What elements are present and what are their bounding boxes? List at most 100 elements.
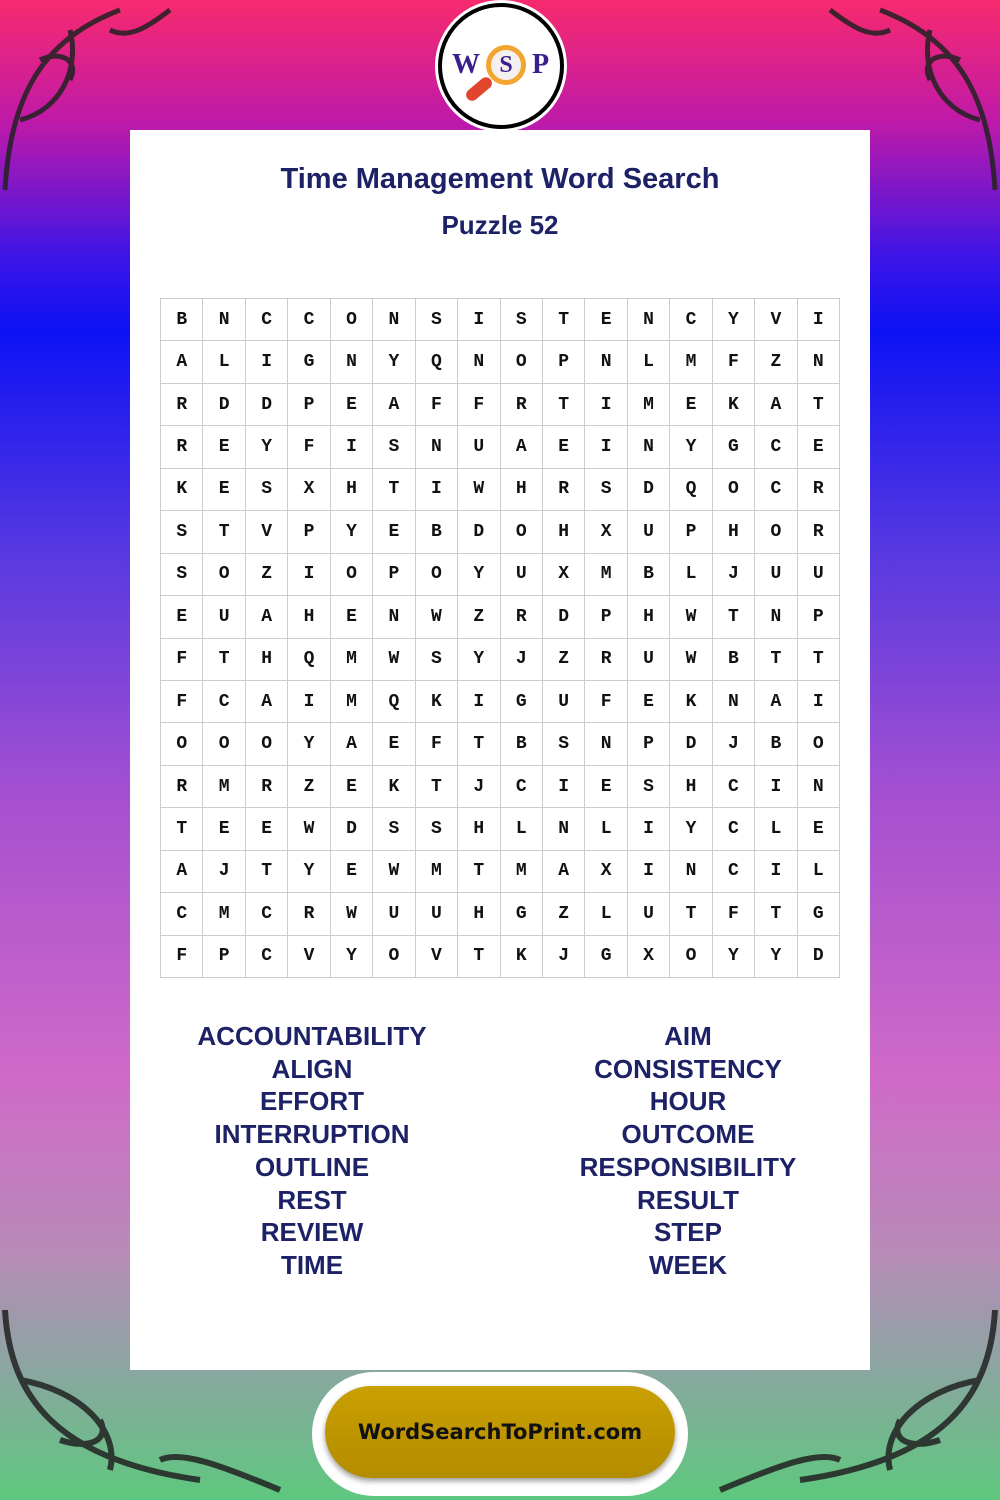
grid-cell[interactable]: A bbox=[542, 850, 586, 894]
grid-cell[interactable]: U bbox=[542, 680, 586, 724]
grid-cell[interactable]: I bbox=[585, 426, 628, 469]
grid-cell[interactable]: Y bbox=[458, 638, 501, 681]
grid-cell[interactable]: U bbox=[755, 553, 798, 597]
grid-cell[interactable]: V bbox=[755, 299, 798, 342]
grid-cell[interactable]: S bbox=[415, 299, 459, 342]
grid-cell[interactable]: A bbox=[245, 596, 289, 639]
grid-cell[interactable]: I bbox=[627, 808, 671, 851]
grid-cell[interactable]: E bbox=[797, 426, 840, 469]
grid-cell[interactable]: D bbox=[627, 468, 671, 512]
grid-cell[interactable]: B bbox=[161, 299, 204, 342]
grid-cell[interactable]: O bbox=[712, 468, 756, 512]
grid-cell[interactable]: Y bbox=[373, 341, 416, 384]
grid-cell[interactable]: T bbox=[203, 511, 246, 554]
grid-cell[interactable]: S bbox=[161, 511, 204, 554]
grid-cell[interactable]: S bbox=[415, 638, 459, 681]
grid-cell[interactable]: O bbox=[670, 935, 713, 978]
grid-cell[interactable]: E bbox=[542, 426, 586, 469]
grid-cell[interactable]: P bbox=[542, 341, 586, 384]
grid-cell[interactable]: L bbox=[500, 808, 543, 851]
grid-cell[interactable]: I bbox=[458, 680, 501, 724]
grid-cell[interactable]: M bbox=[670, 341, 713, 384]
grid-cell[interactable]: R bbox=[245, 765, 289, 809]
grid-cell[interactable]: C bbox=[203, 680, 246, 724]
grid-cell[interactable]: F bbox=[161, 638, 204, 681]
grid-cell[interactable]: G bbox=[797, 893, 840, 936]
grid-cell[interactable]: N bbox=[373, 596, 416, 639]
grid-cell[interactable]: I bbox=[755, 765, 798, 809]
grid-cell[interactable]: E bbox=[627, 680, 671, 724]
grid-cell[interactable]: M bbox=[415, 850, 459, 894]
grid-cell[interactable]: N bbox=[627, 426, 671, 469]
grid-cell[interactable]: K bbox=[712, 383, 756, 427]
grid-cell[interactable]: E bbox=[585, 765, 628, 809]
grid-cell[interactable]: C bbox=[712, 808, 756, 851]
grid-cell[interactable]: G bbox=[585, 935, 628, 978]
grid-cell[interactable]: B bbox=[415, 511, 459, 554]
grid-cell[interactable]: J bbox=[458, 765, 501, 809]
grid-cell[interactable]: E bbox=[330, 765, 374, 809]
grid-cell[interactable]: U bbox=[203, 596, 246, 639]
grid-cell[interactable]: B bbox=[755, 723, 798, 766]
grid-cell[interactable]: D bbox=[542, 596, 586, 639]
grid-cell[interactable]: C bbox=[288, 299, 331, 342]
grid-cell[interactable]: I bbox=[330, 426, 374, 469]
grid-cell[interactable]: R bbox=[797, 511, 840, 554]
grid-cell[interactable]: Y bbox=[330, 935, 374, 978]
grid-cell[interactable]: S bbox=[585, 468, 628, 512]
grid-cell[interactable]: H bbox=[245, 638, 289, 681]
grid-cell[interactable]: M bbox=[330, 680, 374, 724]
grid-cell[interactable]: T bbox=[203, 638, 246, 681]
grid-cell[interactable]: Q bbox=[415, 341, 459, 384]
grid-cell[interactable]: Z bbox=[542, 638, 586, 681]
grid-cell[interactable]: Y bbox=[288, 850, 331, 894]
grid-cell[interactable]: P bbox=[288, 511, 331, 554]
grid-cell[interactable]: A bbox=[373, 383, 416, 427]
grid-cell[interactable]: O bbox=[161, 723, 204, 766]
grid-cell[interactable]: Y bbox=[245, 426, 289, 469]
grid-cell[interactable]: P bbox=[373, 553, 416, 597]
grid-cell[interactable]: S bbox=[500, 299, 543, 342]
grid-cell[interactable]: N bbox=[330, 341, 374, 384]
grid-cell[interactable]: I bbox=[755, 850, 798, 894]
grid-cell[interactable]: W bbox=[415, 596, 459, 639]
grid-cell[interactable]: F bbox=[161, 680, 204, 724]
grid-cell[interactable]: S bbox=[373, 808, 416, 851]
grid-cell[interactable]: H bbox=[542, 511, 586, 554]
grid-cell[interactable]: U bbox=[458, 426, 501, 469]
grid-cell[interactable]: R bbox=[500, 383, 543, 427]
grid-cell[interactable]: S bbox=[373, 426, 416, 469]
grid-cell[interactable]: F bbox=[585, 680, 628, 724]
grid-cell[interactable]: M bbox=[627, 383, 671, 427]
grid-cell[interactable]: T bbox=[458, 935, 501, 978]
grid-cell[interactable]: E bbox=[203, 426, 246, 469]
grid-cell[interactable]: R bbox=[288, 893, 331, 936]
grid-cell[interactable]: H bbox=[330, 468, 374, 512]
grid-cell[interactable]: Z bbox=[458, 596, 501, 639]
grid-cell[interactable]: S bbox=[627, 765, 671, 809]
grid-cell[interactable]: F bbox=[415, 723, 459, 766]
grid-cell[interactable]: V bbox=[415, 935, 459, 978]
grid-cell[interactable]: Z bbox=[755, 341, 798, 384]
grid-cell[interactable]: T bbox=[797, 638, 840, 681]
grid-cell[interactable]: C bbox=[245, 299, 289, 342]
grid-cell[interactable]: N bbox=[670, 850, 713, 894]
grid-cell[interactable]: E bbox=[330, 850, 374, 894]
grid-cell[interactable]: F bbox=[458, 383, 501, 427]
grid-cell[interactable]: F bbox=[288, 426, 331, 469]
grid-cell[interactable]: A bbox=[330, 723, 374, 766]
grid-cell[interactable]: U bbox=[500, 553, 543, 597]
grid-cell[interactable]: O bbox=[245, 723, 289, 766]
grid-cell[interactable]: Y bbox=[670, 808, 713, 851]
grid-cell[interactable]: M bbox=[203, 765, 246, 809]
grid-cell[interactable]: X bbox=[627, 935, 671, 978]
grid-cell[interactable]: H bbox=[288, 596, 331, 639]
grid-cell[interactable]: Z bbox=[542, 893, 586, 936]
grid-cell[interactable]: H bbox=[458, 808, 501, 851]
grid-cell[interactable]: I bbox=[627, 850, 671, 894]
grid-cell[interactable]: V bbox=[288, 935, 331, 978]
grid-cell[interactable]: P bbox=[670, 511, 713, 554]
grid-cell[interactable]: U bbox=[627, 893, 671, 936]
grid-cell[interactable]: T bbox=[712, 596, 756, 639]
